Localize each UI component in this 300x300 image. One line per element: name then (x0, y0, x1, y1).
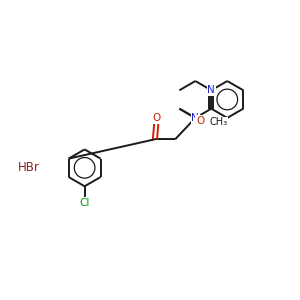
Text: N: N (207, 85, 215, 95)
Text: N: N (191, 113, 199, 123)
Text: CH₃: CH₃ (210, 117, 228, 128)
Text: HBr: HBr (18, 161, 40, 174)
Text: O: O (196, 116, 204, 126)
Text: Cl: Cl (80, 198, 90, 208)
Text: O: O (152, 113, 160, 124)
